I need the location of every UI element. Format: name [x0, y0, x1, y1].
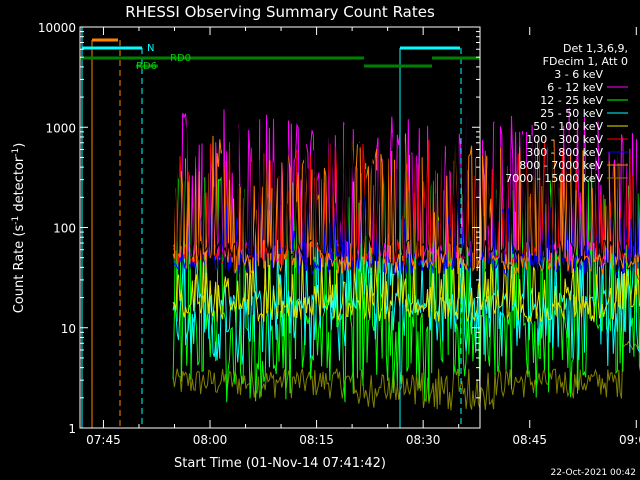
series-line	[172, 252, 640, 323]
x-tick-label: 08:45	[512, 433, 547, 447]
legend-label: 3 - 6 keV	[554, 68, 603, 81]
flag-label-rd6: RD6	[136, 61, 157, 72]
flag-layer: N RD6 RD0	[80, 27, 480, 428]
x-tick-label: 08:15	[299, 433, 334, 447]
legend-header-line-1: Det 1,3,6,9,	[563, 42, 628, 55]
data-layer	[172, 91, 640, 411]
series-line	[172, 91, 640, 263]
legend-label: 300 - 800 keV	[526, 146, 603, 159]
axes: 07:4508:0008:1508:3008:4509:0009:1511010…	[38, 21, 640, 447]
x-tick-label: 08:30	[406, 433, 441, 447]
legend-label: 25 - 50 keV	[540, 107, 603, 120]
legend-label: 50 - 100 keV	[533, 120, 603, 133]
y-tick-label: 1	[68, 422, 76, 436]
legend-label: 7000 - 15000 keV	[505, 172, 603, 185]
chart-title: RHESSI Observing Summary Count Rates	[125, 3, 435, 21]
legend-label: 12 - 25 keV	[540, 94, 603, 107]
legend-label: 6 - 12 keV	[547, 81, 603, 94]
x-tick-label: 07:45	[86, 433, 121, 447]
y-tick-label: 100	[53, 222, 76, 236]
legend-label: 100 - 300 keV	[526, 133, 603, 146]
legend-header-line-2: FDecim 1, Att 0	[543, 55, 628, 68]
flag-label-rd0: RD0	[170, 53, 191, 64]
y-tick-label: 10000	[38, 21, 76, 35]
y-axis-label-pre: Count Rate (s	[12, 225, 27, 314]
y-tick-label: 1000	[45, 121, 76, 135]
series-line	[172, 162, 640, 403]
footer-date: 22-Oct-2021 00:42	[551, 468, 636, 478]
x-tick-label: 09:00	[619, 433, 640, 447]
legend: Det 1,3,6,9, FDecim 1, Att 0 3 - 6 keV6 …	[505, 42, 628, 185]
y-tick-label: 10	[61, 322, 76, 336]
flag-label-n: N	[147, 43, 154, 54]
y-axis-label-mid: detector	[12, 156, 27, 216]
y-axis-label-post: )	[12, 143, 27, 148]
y-axis-label-exp2: -1	[11, 148, 21, 157]
legend-label: 800 - 7000 keV	[519, 159, 603, 172]
series-line	[172, 133, 640, 275]
y-axis-label: Count Rate (s-1 detector-1)	[11, 143, 27, 314]
y-axis-label-exp1: -1	[11, 216, 21, 225]
x-axis-label: Start Time (01-Nov-14 07:41:42)	[174, 456, 386, 471]
x-tick-label: 08:00	[193, 433, 228, 447]
